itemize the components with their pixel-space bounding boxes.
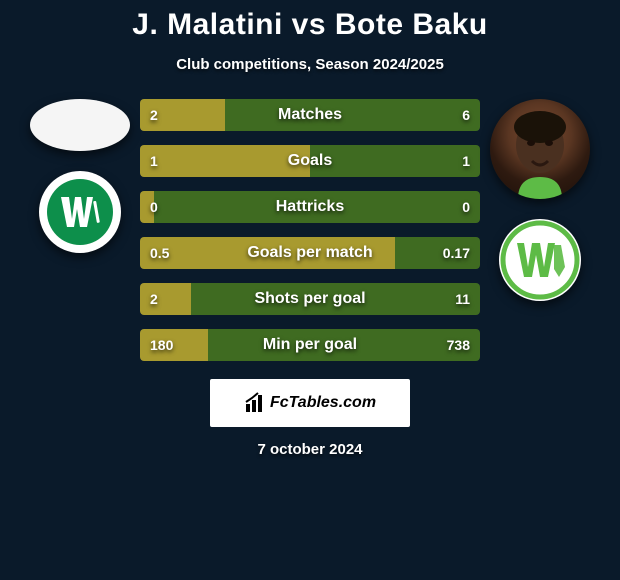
bar-right [225, 99, 480, 131]
stat-row: Goals per match0.50.17 [140, 237, 480, 269]
bar-right [154, 191, 480, 223]
bar-right [395, 237, 480, 269]
right-player-column [480, 99, 600, 301]
chart-icon [244, 392, 266, 414]
left-player-column [20, 99, 140, 253]
stat-row: Hattricks00 [140, 191, 480, 223]
bar-right [310, 145, 480, 177]
bar-left [140, 191, 154, 223]
stat-bars: Matches26 Goals11 Hattricks00 Goals per mat… [140, 99, 480, 361]
bar-left [140, 329, 208, 361]
stat-row: Matches26 [140, 99, 480, 131]
subtitle: Club competitions, Season 2024/2025 [0, 56, 620, 73]
bar-left [140, 283, 191, 315]
bar-left [140, 237, 395, 269]
bar-left [140, 145, 310, 177]
page-title: J. Malatini vs Bote Baku [0, 8, 620, 42]
bar-left [140, 99, 225, 131]
player-right-photo [490, 99, 590, 199]
stat-row: Shots per goal211 [140, 283, 480, 315]
date-label: 7 october 2024 [0, 441, 620, 458]
player-left-photo [30, 99, 130, 151]
bar-right [208, 329, 480, 361]
watermark-text: FcTables.com [270, 394, 376, 412]
stat-row: Goals11 [140, 145, 480, 177]
wolfsburg-badge-icon [499, 219, 581, 301]
stat-row: Min per goal180738 [140, 329, 480, 361]
comparison-card: J. Malatini vs Bote Baku Club competitio… [0, 0, 620, 458]
watermark: FcTables.com [210, 379, 410, 427]
content-row: Matches26 Goals11 Hattricks00 Goals per mat… [0, 99, 620, 361]
player-left-club-badge [39, 171, 121, 253]
bar-right [191, 283, 480, 315]
werder-badge-icon [47, 179, 113, 245]
player-right-club-badge [499, 219, 581, 301]
